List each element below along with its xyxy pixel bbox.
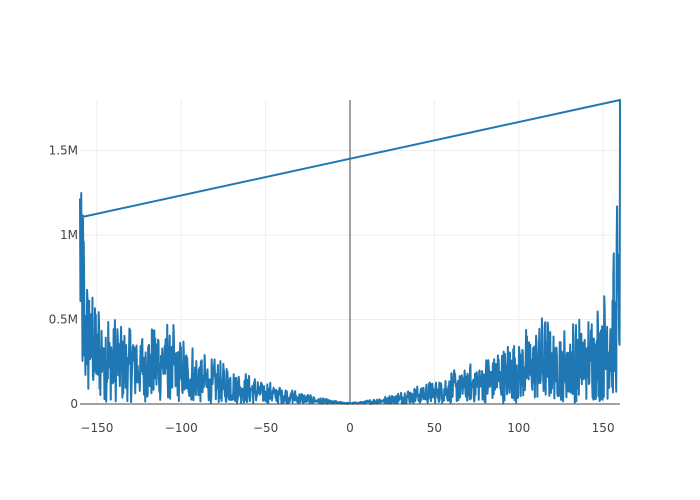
x-tick-label: −150 xyxy=(80,421,113,435)
x-tick-label: 50 xyxy=(427,421,442,435)
x-tick-label: 150 xyxy=(592,421,615,435)
x-tick-label: −50 xyxy=(253,421,278,435)
y-tick-label: 0 xyxy=(70,397,78,411)
tick-labels: −150 −100 −50 0 50 100 150 0 0.5M 1M 1.5M xyxy=(49,144,615,435)
x-tick-label: −100 xyxy=(165,421,198,435)
x-tick-label: 0 xyxy=(346,421,354,435)
y-tick-label: 0.5M xyxy=(49,313,78,327)
x-tick-label: 100 xyxy=(507,421,530,435)
y-tick-label: 1.5M xyxy=(49,144,78,158)
y-tick-label: 1M xyxy=(60,228,78,242)
